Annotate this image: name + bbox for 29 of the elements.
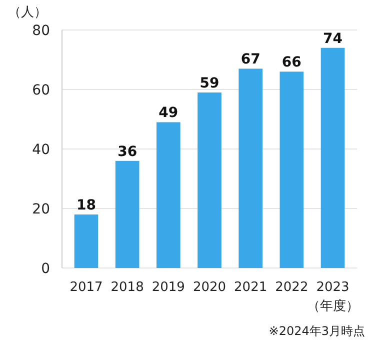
bar <box>320 48 345 268</box>
bar <box>280 72 304 268</box>
bar <box>74 214 98 268</box>
x-tick-label: 2018 <box>110 280 144 295</box>
bar <box>156 122 180 268</box>
y-tick-label: 40 <box>32 142 50 158</box>
data-label: 36 <box>118 144 138 160</box>
y-tick-label: 60 <box>32 82 50 98</box>
y-axis-title: （人） <box>8 5 47 20</box>
data-label: 74 <box>323 30 343 47</box>
bar <box>115 160 140 268</box>
y-tick-label: 80 <box>32 23 50 39</box>
text: ※2024年3月時点 <box>268 324 365 338</box>
x-tick-label: 2021 <box>234 280 268 295</box>
x-tick-label: 2019 <box>152 280 185 295</box>
x-axis-title: （年度） <box>306 298 359 314</box>
data-label: 49 <box>158 105 178 122</box>
y-tick-label: 20 <box>32 202 50 218</box>
data-label: 59 <box>200 75 220 92</box>
x-tick-label: 2020 <box>192 280 226 295</box>
data-label: 67 <box>240 52 260 68</box>
bar <box>198 92 222 268</box>
data-label: 18 <box>76 197 96 214</box>
bar <box>238 68 262 268</box>
x-tick-label: 2022 <box>275 280 308 295</box>
y-tick-label: 0 <box>41 261 50 277</box>
x-tick-label: 2017 <box>70 280 103 295</box>
x-tick-label: 2023 <box>316 280 350 295</box>
data-label: 66 <box>282 54 302 71</box>
